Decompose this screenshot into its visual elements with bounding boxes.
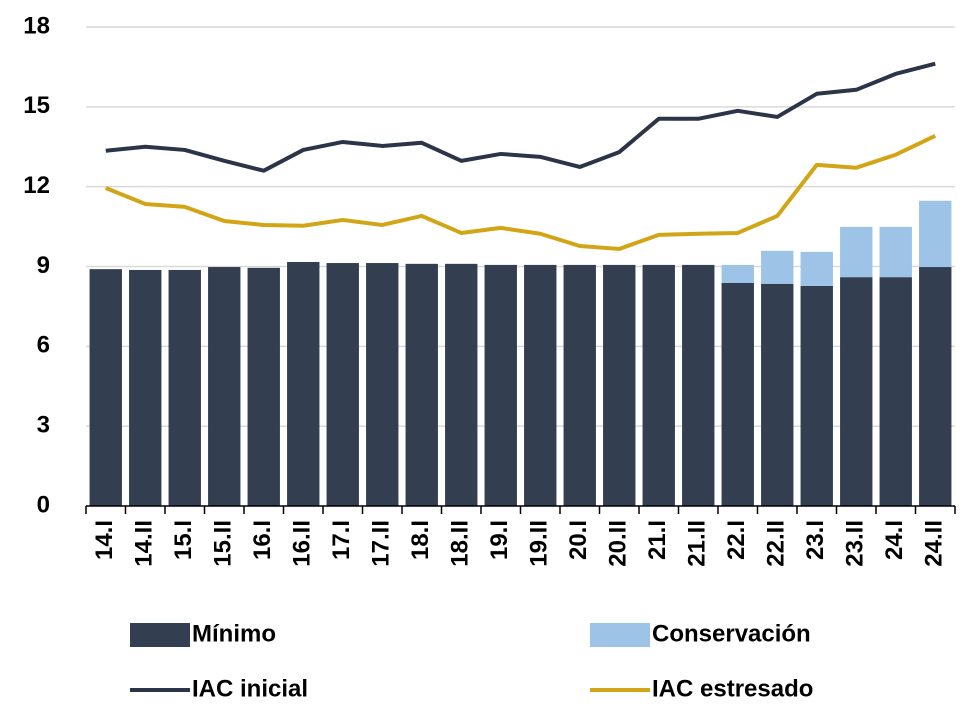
bar <box>800 285 833 506</box>
bar <box>840 226 873 278</box>
x-tick-label: 20.I <box>565 520 592 560</box>
bar <box>721 282 754 506</box>
x-tick-label: 16.I <box>249 520 276 560</box>
y-tick-label: 12 <box>23 172 50 199</box>
x-tick-label: 23.II <box>842 520 869 567</box>
bar <box>168 269 201 506</box>
bar <box>208 267 241 506</box>
x-tick-label: 21.I <box>644 520 671 560</box>
x-tick-label: 15.II <box>210 520 237 567</box>
x-tick-label: 17.II <box>368 520 395 567</box>
bar <box>682 264 715 506</box>
bar <box>129 269 162 506</box>
bar <box>721 264 754 283</box>
bar <box>484 264 517 506</box>
legend-label: IAC estresado <box>652 675 813 702</box>
bar <box>405 263 438 506</box>
x-tick-label: 24.II <box>921 520 948 567</box>
x-tick-label: 17.I <box>328 520 355 560</box>
legend-swatch <box>590 623 650 647</box>
line <box>105 134 937 251</box>
bar <box>603 264 636 506</box>
y-tick-label: 15 <box>23 92 50 119</box>
bar <box>287 261 320 506</box>
x-tick-label: 14.II <box>131 520 158 567</box>
bar <box>445 263 478 506</box>
bar <box>326 263 359 506</box>
bar <box>840 277 873 506</box>
x-tick-label: 23.I <box>802 520 829 560</box>
y-tick-label: 0 <box>37 491 50 518</box>
bar <box>563 264 596 506</box>
x-tick-label: 20.II <box>605 520 632 567</box>
y-tick-label: 18 <box>23 12 50 39</box>
y-tick-label: 3 <box>37 412 50 439</box>
bar <box>879 277 912 506</box>
bar <box>879 226 912 278</box>
bar <box>761 283 794 506</box>
bar <box>642 264 675 506</box>
bar <box>919 200 952 268</box>
bar <box>761 250 794 284</box>
legend-label: Mínimo <box>192 620 276 647</box>
x-tick-label: 18.I <box>407 520 434 560</box>
bar <box>800 251 833 286</box>
x-tick-label: 24.I <box>881 520 908 560</box>
x-tick-label: 22.I <box>723 520 750 560</box>
x-tick-label: 19.II <box>526 520 553 567</box>
bar <box>524 264 557 506</box>
line <box>105 61 936 173</box>
legend-label: IAC inicial <box>192 675 308 702</box>
bar <box>247 267 280 506</box>
bar <box>919 267 952 506</box>
legend-swatch <box>130 623 190 647</box>
x-tick-label: 16.II <box>289 520 316 567</box>
x-tick-label: 14.I <box>91 520 118 560</box>
legend-label: Conservación <box>652 620 811 647</box>
x-tick-label: 18.II <box>447 520 474 567</box>
y-tick-label: 6 <box>37 332 50 359</box>
y-tick-label: 9 <box>37 252 50 279</box>
bar <box>89 269 122 506</box>
x-tick-label: 21.II <box>684 520 711 567</box>
x-tick-label: 15.I <box>170 520 197 560</box>
x-tick-label: 19.I <box>486 520 513 560</box>
x-tick-label: 22.II <box>763 520 790 567</box>
bar <box>366 263 399 506</box>
